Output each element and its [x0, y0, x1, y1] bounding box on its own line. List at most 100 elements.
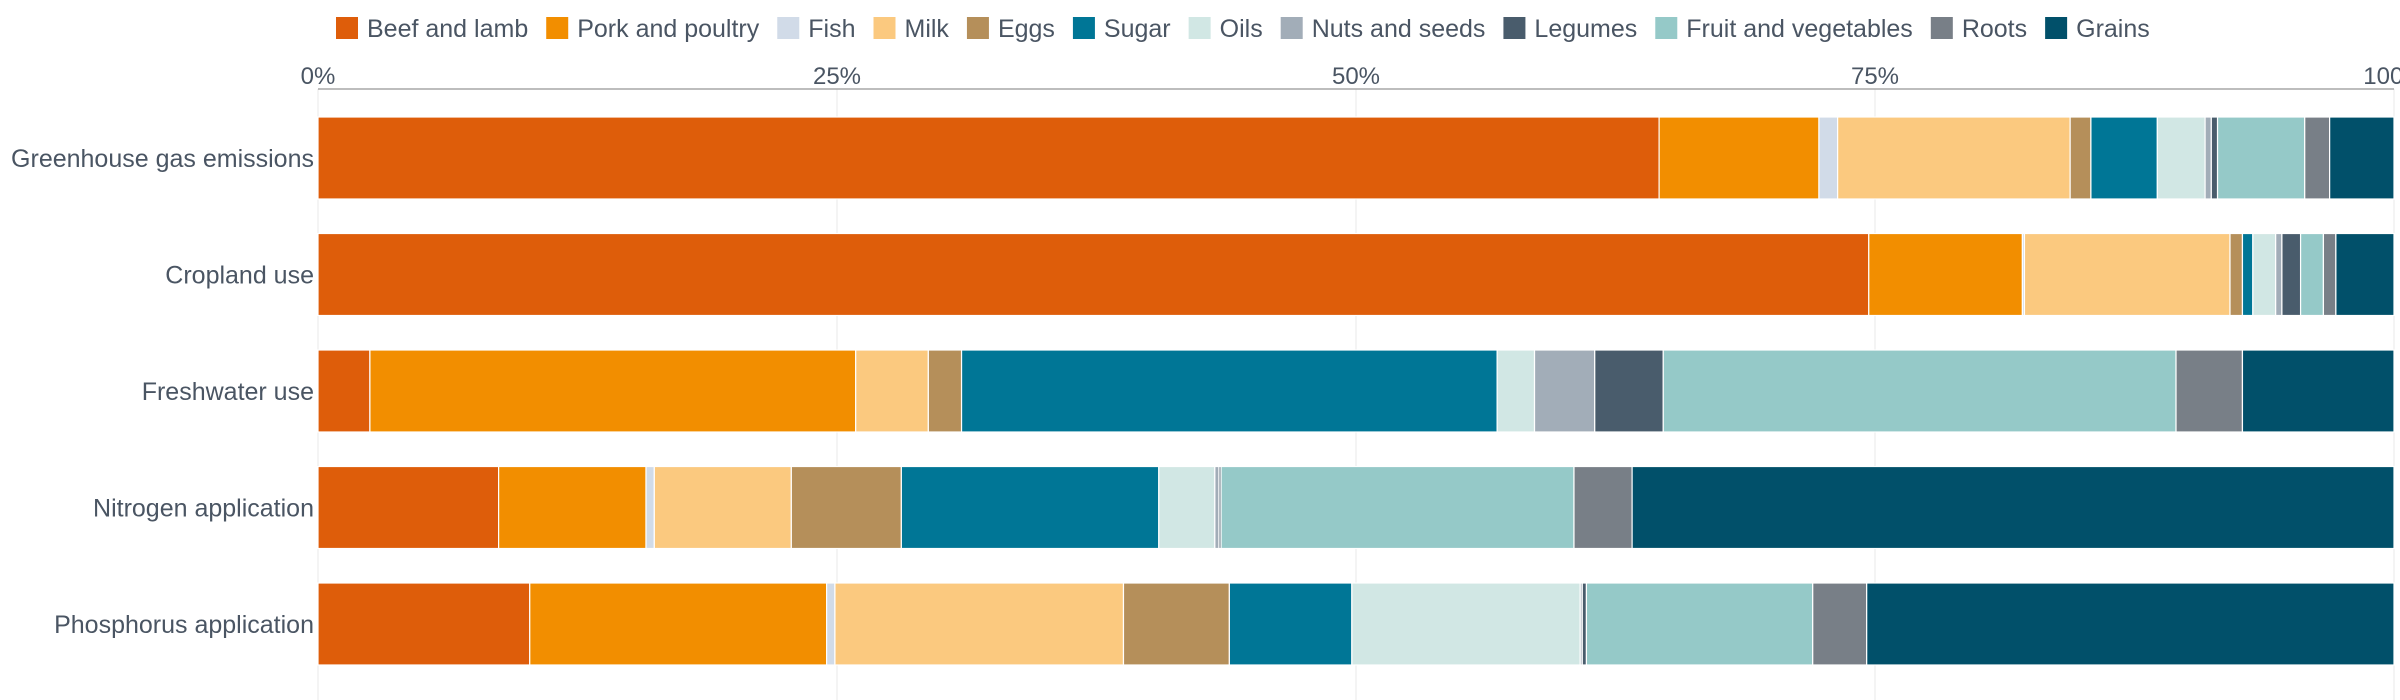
category-label-freshwater-use: Freshwater use [142, 378, 314, 406]
bar-segment-nitrogen-application-eggs[interactable] [790, 465, 902, 550]
bar-segment-greenhouse-gas-emissions-fruit-and-vegetables[interactable] [2216, 116, 2306, 200]
bar-segment-nitrogen-application-beef-and-lamb[interactable] [317, 465, 500, 550]
legend-item-oils[interactable]: Oils [1188, 15, 1263, 43]
bar-segment-greenhouse-gas-emissions-sugar[interactable] [2090, 116, 2158, 200]
legend-swatch-eggs [966, 17, 989, 39]
bar-segment-freshwater-use-nuts-and-seeds[interactable] [1533, 349, 1596, 433]
bar-segment-nitrogen-application-fruit-and-vegetables[interactable] [1220, 465, 1575, 550]
bar-segment-nitrogen-application-oils[interactable] [1158, 465, 1216, 550]
bar-segment-nitrogen-application-fish[interactable] [645, 465, 655, 550]
bar-segment-greenhouse-gas-emissions-beef-and-lamb[interactable] [317, 116, 1660, 200]
bar-segment-cropland-use-nuts-and-seeds[interactable] [2275, 232, 2283, 317]
category-label-cropland-use: Cropland use [165, 262, 314, 290]
legend-label-oils: Oils [1220, 15, 1263, 43]
bar-segment-cropland-use-milk[interactable] [2023, 232, 2231, 317]
bar-segment-cropland-use-fruit-and-vegetables[interactable] [2299, 232, 2325, 317]
bar-row-greenhouse-gas-emissions [317, 116, 2395, 200]
category-label-greenhouse-gas-emissions: Greenhouse gas emissions [11, 145, 314, 173]
legend-item-pork-and-poultry[interactable]: Pork and poultry [546, 15, 760, 43]
bar-segment-greenhouse-gas-emissions-milk[interactable] [1837, 116, 2071, 200]
bar-segment-greenhouse-gas-emissions-legumes[interactable] [2210, 116, 2219, 200]
bar-segment-greenhouse-gas-emissions-eggs[interactable] [2069, 116, 2092, 200]
bar-segment-nitrogen-application-grains[interactable] [1631, 465, 2395, 550]
bar-segment-nitrogen-application-roots[interactable] [1573, 465, 1633, 550]
legend-item-fruit-and-vegetables[interactable]: Fruit and vegetables [1655, 15, 1913, 43]
bar-segment-cropland-use-grains[interactable] [2335, 232, 2395, 317]
bar-segment-freshwater-use-eggs[interactable] [927, 349, 963, 433]
bar-segment-freshwater-use-grains[interactable] [2241, 349, 2395, 433]
bar-segment-cropland-use-sugar[interactable] [2241, 232, 2254, 317]
legend-item-roots[interactable]: Roots [1930, 15, 2027, 43]
legend-item-nuts-and-seeds[interactable]: Nuts and seeds [1280, 15, 1486, 43]
x-tick-label-0: 0% [301, 63, 336, 90]
x-tick-label-4: 100% [2363, 63, 2400, 90]
bar-segment-phosphorus-application-sugar[interactable] [1228, 582, 1353, 666]
legend-label-eggs: Eggs [998, 15, 1055, 43]
bar-segment-cropland-use-roots[interactable] [2322, 232, 2337, 317]
legend-label-beef-and-lamb: Beef and lamb [367, 15, 528, 43]
bar-segment-freshwater-use-fruit-and-vegetables[interactable] [1662, 349, 2177, 433]
category-label-nitrogen-application: Nitrogen application [93, 495, 314, 523]
bar-segment-greenhouse-gas-emissions-grains[interactable] [2329, 116, 2395, 200]
bar-segment-phosphorus-application-fruit-and-vegetables[interactable] [1585, 582, 1814, 666]
bar-row-phosphorus-application [317, 582, 2395, 666]
legend-item-sugar[interactable]: Sugar [1072, 15, 1171, 43]
bar-segment-freshwater-use-legumes[interactable] [1594, 349, 1664, 433]
legend-label-nuts-and-seeds: Nuts and seeds [1312, 15, 1486, 43]
x-axis-ticks: 0% 25% 50% 75% 100% [301, 63, 2400, 90]
legend-swatch-oils [1188, 17, 1211, 39]
legend-item-eggs[interactable]: Eggs [966, 15, 1055, 43]
bars [317, 116, 2395, 666]
legend-swatch-nuts-and-seeds [1280, 17, 1303, 39]
bar-segment-greenhouse-gas-emissions-roots[interactable] [2304, 116, 2331, 200]
bar-segment-phosphorus-application-pork-and-poultry[interactable] [529, 582, 828, 666]
bar-segment-freshwater-use-oils[interactable] [1496, 349, 1536, 433]
bar-segment-greenhouse-gas-emissions-oils[interactable] [2156, 116, 2206, 200]
bar-segment-phosphorus-application-fish[interactable] [826, 582, 836, 666]
bar-segment-greenhouse-gas-emissions-fish[interactable] [1818, 116, 1839, 200]
bar-segment-nitrogen-application-nuts-and-seeds[interactable] [1214, 465, 1220, 550]
bar-segment-freshwater-use-milk[interactable] [855, 349, 929, 433]
bar-segment-cropland-use-pork-and-poultry[interactable] [1868, 232, 2023, 317]
legend-swatch-beef-and-lamb [336, 17, 358, 39]
bar-segment-greenhouse-gas-emissions-nuts-and-seeds[interactable] [2204, 116, 2212, 200]
legend-label-legumes: Legumes [1534, 15, 1637, 43]
legend-swatch-grains [2045, 17, 2068, 39]
category-label-phosphorus-application: Phosphorus application [54, 611, 314, 639]
legend-item-milk[interactable]: Milk [873, 15, 950, 43]
bar-segment-cropland-use-beef-and-lamb[interactable] [317, 232, 1870, 317]
bar-segment-phosphorus-application-milk[interactable] [834, 582, 1125, 666]
bar-segment-freshwater-use-roots[interactable] [2175, 349, 2244, 433]
x-tick-label-2: 50% [1332, 63, 1380, 90]
legend-item-legumes[interactable]: Legumes [1503, 15, 1637, 43]
bar-segment-phosphorus-application-legumes[interactable] [1581, 582, 1588, 666]
bar-segment-cropland-use-eggs[interactable] [2229, 232, 2244, 317]
x-tick-label-1: 25% [813, 63, 861, 90]
bar-segment-nitrogen-application-pork-and-poultry[interactable] [498, 465, 647, 550]
legend-swatch-roots [1930, 17, 1953, 39]
legend-item-grains[interactable]: Grains [2045, 15, 2150, 43]
bar-segment-freshwater-use-beef-and-lamb[interactable] [317, 349, 371, 433]
legend-swatch-fruit-and-vegetables [1655, 17, 1678, 39]
bar-segment-freshwater-use-sugar[interactable] [960, 349, 1498, 433]
bar-segment-nitrogen-application-sugar[interactable] [900, 465, 1160, 550]
legend-label-grains: Grains [2076, 15, 2150, 43]
bar-segment-phosphorus-application-oils[interactable] [1351, 582, 1581, 666]
legend-label-fish: Fish [808, 15, 855, 43]
legend-item-fish[interactable]: Fish [777, 15, 856, 43]
bar-segment-phosphorus-application-grains[interactable] [1866, 582, 2395, 666]
bar-segment-phosphorus-application-beef-and-lamb[interactable] [317, 582, 531, 666]
legend-label-sugar: Sugar [1104, 15, 1171, 43]
bar-segment-freshwater-use-pork-and-poultry[interactable] [369, 349, 857, 433]
bar-segment-cropland-use-oils[interactable] [2252, 232, 2277, 317]
bar-segment-nitrogen-application-milk[interactable] [653, 465, 792, 550]
chart-legend: Beef and lamb Pork and poultry Fish Milk Egg… [336, 15, 2150, 43]
legend-swatch-fish [777, 17, 800, 39]
bar-row-cropland-use [317, 232, 2395, 317]
bar-segment-phosphorus-application-eggs[interactable] [1122, 582, 1230, 666]
bar-segment-phosphorus-application-roots[interactable] [1812, 582, 1868, 666]
legend-item-beef-and-lamb[interactable]: Beef and lamb [336, 15, 528, 43]
bar-segment-cropland-use-legumes[interactable] [2281, 232, 2302, 317]
bar-segment-greenhouse-gas-emissions-pork-and-poultry[interactable] [1658, 116, 1820, 200]
